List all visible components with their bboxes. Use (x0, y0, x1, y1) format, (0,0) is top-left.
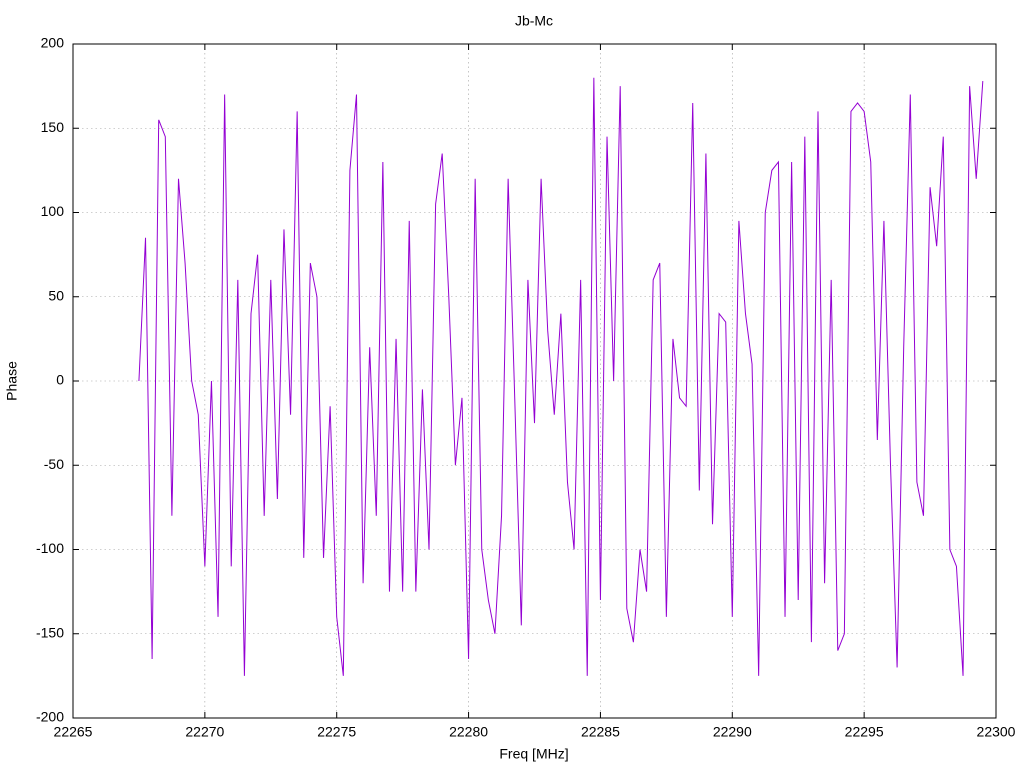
x-tick-label: 22290 (713, 724, 752, 740)
y-tick-label: -150 (36, 624, 64, 640)
y-axis-label: Phase (4, 361, 20, 401)
y-tick-label: 100 (41, 203, 65, 219)
y-tick-label: 150 (41, 119, 65, 135)
y-tick-label: 50 (48, 287, 64, 303)
x-tick-label: 22295 (845, 724, 884, 740)
chart-title: Jb-Mc (515, 13, 553, 29)
data-line (138, 77, 984, 676)
plot-frame (72, 43, 997, 719)
x-tick-label: 22285 (581, 724, 620, 740)
x-tick-label: 22280 (449, 724, 488, 740)
y-tick-label: -50 (44, 456, 64, 472)
y-tick-label: -100 (36, 540, 64, 556)
y-tick-label: 0 (56, 372, 64, 388)
x-tick-label: 22275 (317, 724, 356, 740)
y-tick-label: 200 (41, 35, 65, 51)
x-tick-label: 22300 (977, 724, 1016, 740)
x-axis-label: Freq [MHz] (499, 746, 568, 762)
y-tick-label: -200 (36, 709, 64, 725)
x-tick-label: 22270 (185, 724, 224, 740)
x-tick-label: 22265 (54, 724, 93, 740)
